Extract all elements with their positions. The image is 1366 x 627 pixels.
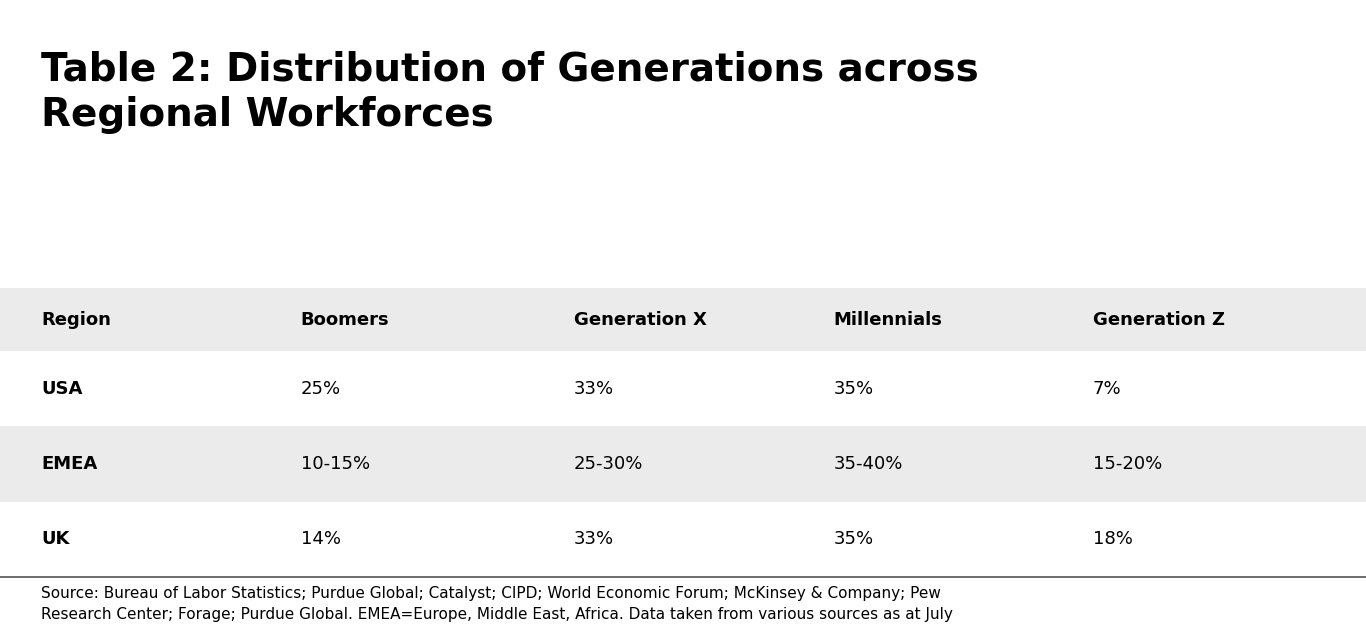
Text: USA: USA bbox=[41, 380, 82, 398]
Text: 10-15%: 10-15% bbox=[301, 455, 370, 473]
Text: UK: UK bbox=[41, 530, 70, 548]
Text: Millennials: Millennials bbox=[833, 311, 943, 329]
Text: EMEA: EMEA bbox=[41, 455, 97, 473]
FancyBboxPatch shape bbox=[0, 426, 1366, 502]
Text: Boomers: Boomers bbox=[301, 311, 389, 329]
Text: Region: Region bbox=[41, 311, 111, 329]
Text: 33%: 33% bbox=[574, 530, 613, 548]
FancyBboxPatch shape bbox=[0, 288, 1366, 351]
Text: Table 2: Distribution of Generations across
Regional Workforces: Table 2: Distribution of Generations acr… bbox=[41, 50, 978, 134]
Text: 7%: 7% bbox=[1093, 380, 1121, 398]
Text: 35%: 35% bbox=[833, 530, 873, 548]
Text: Source: Bureau of Labor Statistics; Purdue Global; Catalyst; CIPD; World Economi: Source: Bureau of Labor Statistics; Purd… bbox=[41, 586, 953, 627]
Text: 25-30%: 25-30% bbox=[574, 455, 643, 473]
Text: 35%: 35% bbox=[833, 380, 873, 398]
Text: 18%: 18% bbox=[1093, 530, 1132, 548]
Text: 35-40%: 35-40% bbox=[833, 455, 903, 473]
Text: 25%: 25% bbox=[301, 380, 340, 398]
Text: 15-20%: 15-20% bbox=[1093, 455, 1162, 473]
FancyBboxPatch shape bbox=[0, 351, 1366, 426]
Text: 14%: 14% bbox=[301, 530, 340, 548]
Text: Generation Z: Generation Z bbox=[1093, 311, 1225, 329]
Text: 33%: 33% bbox=[574, 380, 613, 398]
Text: Generation X: Generation X bbox=[574, 311, 706, 329]
FancyBboxPatch shape bbox=[0, 502, 1366, 577]
